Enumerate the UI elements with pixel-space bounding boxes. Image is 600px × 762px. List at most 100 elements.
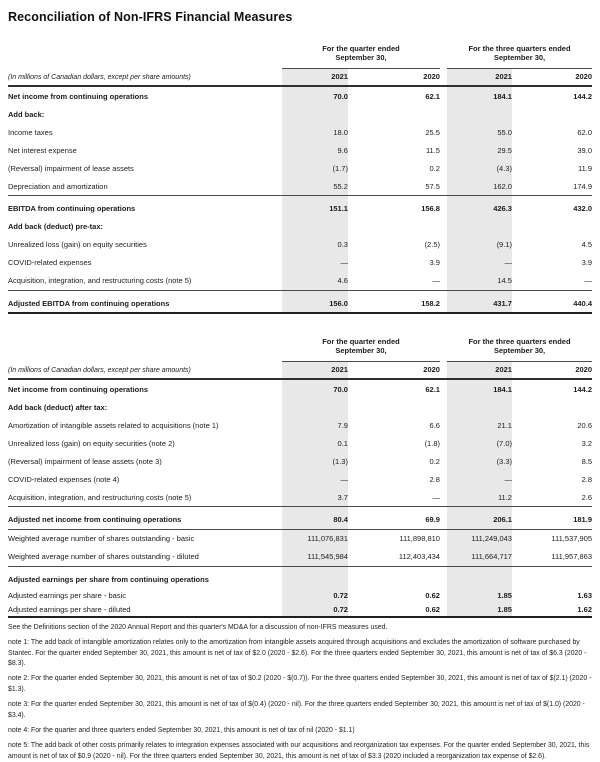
row-label: (Reversal) impairment of lease assets (n… (8, 456, 162, 466)
value-cell: 0.72 (281, 602, 348, 618)
value-cell: 11.2 (446, 488, 512, 507)
table-row: Add back: (8, 105, 592, 123)
value-cell: 55.2 (281, 177, 348, 196)
value-cell (348, 218, 440, 236)
table-row: Adjusted earnings per share - diluted 0.7… (8, 602, 592, 618)
group-gap (440, 236, 447, 254)
group-gap (440, 470, 447, 488)
group-gap (440, 159, 447, 177)
group-gap (440, 272, 447, 291)
units-label: (In millions of Canadian dollars, except… (8, 68, 282, 87)
value-cell: 111,076,831 (281, 529, 348, 548)
value-cell: 156.8 (347, 195, 440, 218)
value-cell: 55.0 (446, 123, 512, 141)
value-cell: (1.7) (281, 159, 348, 177)
row-label: Add back: (8, 109, 45, 119)
table-row: Adjusted EBITDA from continuing operatio… (8, 289, 592, 314)
value-cell: 6.6 (429, 420, 440, 430)
table-row: Acquisition, integration, and restructur… (8, 271, 592, 291)
group-gap (440, 529, 447, 548)
table-row: Unrealized loss (gain) on equity securit… (8, 235, 592, 254)
group-gap (440, 218, 447, 236)
adjusted-net-income-table: For the quarter ended September 30, For t… (8, 332, 592, 618)
value-cell: 21.1 (446, 416, 512, 434)
year-header: 2020 (511, 361, 592, 380)
value-cell: 181.9 (511, 506, 592, 530)
row-label: Weighted average number of shares outsta… (8, 552, 199, 561)
value-cell (446, 105, 512, 123)
value-cell: 2.6 (581, 492, 592, 502)
value-cell: 3.9 (581, 258, 592, 267)
value-cell: 62.1 (425, 91, 440, 101)
table-row: Weighted average number of shares outsta… (8, 547, 592, 567)
value-cell: 111,249,043 (446, 529, 512, 548)
value-cell: 151.1 (281, 195, 348, 218)
value-cell: 18.0 (281, 123, 348, 141)
value-cell: 3.7 (281, 488, 348, 507)
value-cell: 11.5 (425, 145, 440, 155)
value-cell: 1.63 (577, 590, 592, 600)
row-label: Adjusted earnings per share - basic (8, 590, 126, 600)
value-cell (446, 565, 512, 588)
row-label: Adjusted net income from continuing oper… (8, 506, 282, 530)
value-cell (512, 218, 592, 236)
table-row: Add back (deduct) pre-tax: (8, 217, 592, 236)
value-cell: — (446, 470, 512, 488)
group-gap (440, 452, 447, 470)
value-cell (348, 105, 440, 123)
value-cell (347, 565, 440, 588)
value-cell: 1.62 (511, 602, 592, 618)
value-cell: 80.4 (281, 506, 348, 530)
value-cell: 0.2 (429, 456, 440, 466)
year-header: 2021 (281, 361, 348, 380)
group-gap (440, 548, 447, 567)
value-cell: (7.0) (446, 434, 512, 452)
year-header: 2020 (347, 361, 440, 380)
value-cell: 69.9 (347, 506, 440, 530)
value-cell: 57.5 (425, 181, 440, 191)
column-group-header-quarter: For the quarter ended September 30, (281, 332, 440, 362)
year-header: 2021 (281, 68, 348, 87)
value-cell: 431.7 (446, 289, 512, 314)
group-gap (440, 86, 447, 105)
value-cell: 4.6 (281, 271, 348, 290)
header-spacer (8, 39, 282, 68)
table-row: Unrealized loss (gain) on equity securit… (8, 434, 592, 452)
value-cell: (1.8) (424, 438, 440, 448)
year-header-row: (In millions of Canadian dollars, except… (8, 68, 592, 87)
value-cell: 4.5 (581, 240, 592, 249)
table-row: (Reversal) impairment of lease assets (1.… (8, 159, 592, 177)
group-gap (440, 434, 447, 452)
value-cell: 9.6 (281, 141, 348, 159)
value-cell: 156.0 (281, 289, 348, 314)
year-header-row: (In millions of Canadian dollars, except… (8, 361, 592, 380)
value-cell: 1.85 (446, 588, 512, 602)
value-cell: 111,898,810 (399, 534, 440, 543)
group-gap (439, 361, 447, 380)
units-label: (In millions of Canadian dollars, except… (8, 361, 282, 380)
footnote-definitions: See the Definitions section of the 2020 … (8, 624, 388, 631)
row-label: Acquisition, integration, and restructur… (8, 492, 192, 502)
value-cell: 111,537,905 (551, 534, 592, 543)
row-label: Net interest expense (8, 145, 77, 155)
group-gap (439, 506, 447, 530)
value-cell: 62.0 (577, 127, 592, 137)
value-cell: 144.2 (573, 384, 592, 394)
value-cell: — (432, 276, 440, 285)
value-cell: 440.4 (511, 289, 592, 314)
value-cell: 111,664,717 (446, 547, 512, 566)
value-cell: (9.1) (446, 235, 512, 254)
financial-table: For the quarter ended September 30, For t… (8, 39, 592, 314)
row-label: COVID-related expenses (8, 258, 92, 267)
value-cell: 25.5 (425, 127, 440, 137)
group-gap (440, 588, 447, 602)
table-row: Adjusted earnings per share from continu… (8, 565, 592, 588)
value-cell: 0.3 (281, 235, 348, 254)
row-label: Net income from continuing operations (8, 91, 149, 101)
value-cell (281, 398, 348, 416)
value-cell (281, 105, 348, 123)
group-gap (440, 379, 447, 398)
table-row: Adjusted net income from continuing oper… (8, 506, 592, 530)
value-cell: 111,957,863 (551, 552, 592, 561)
value-cell: 184.1 (446, 379, 512, 398)
